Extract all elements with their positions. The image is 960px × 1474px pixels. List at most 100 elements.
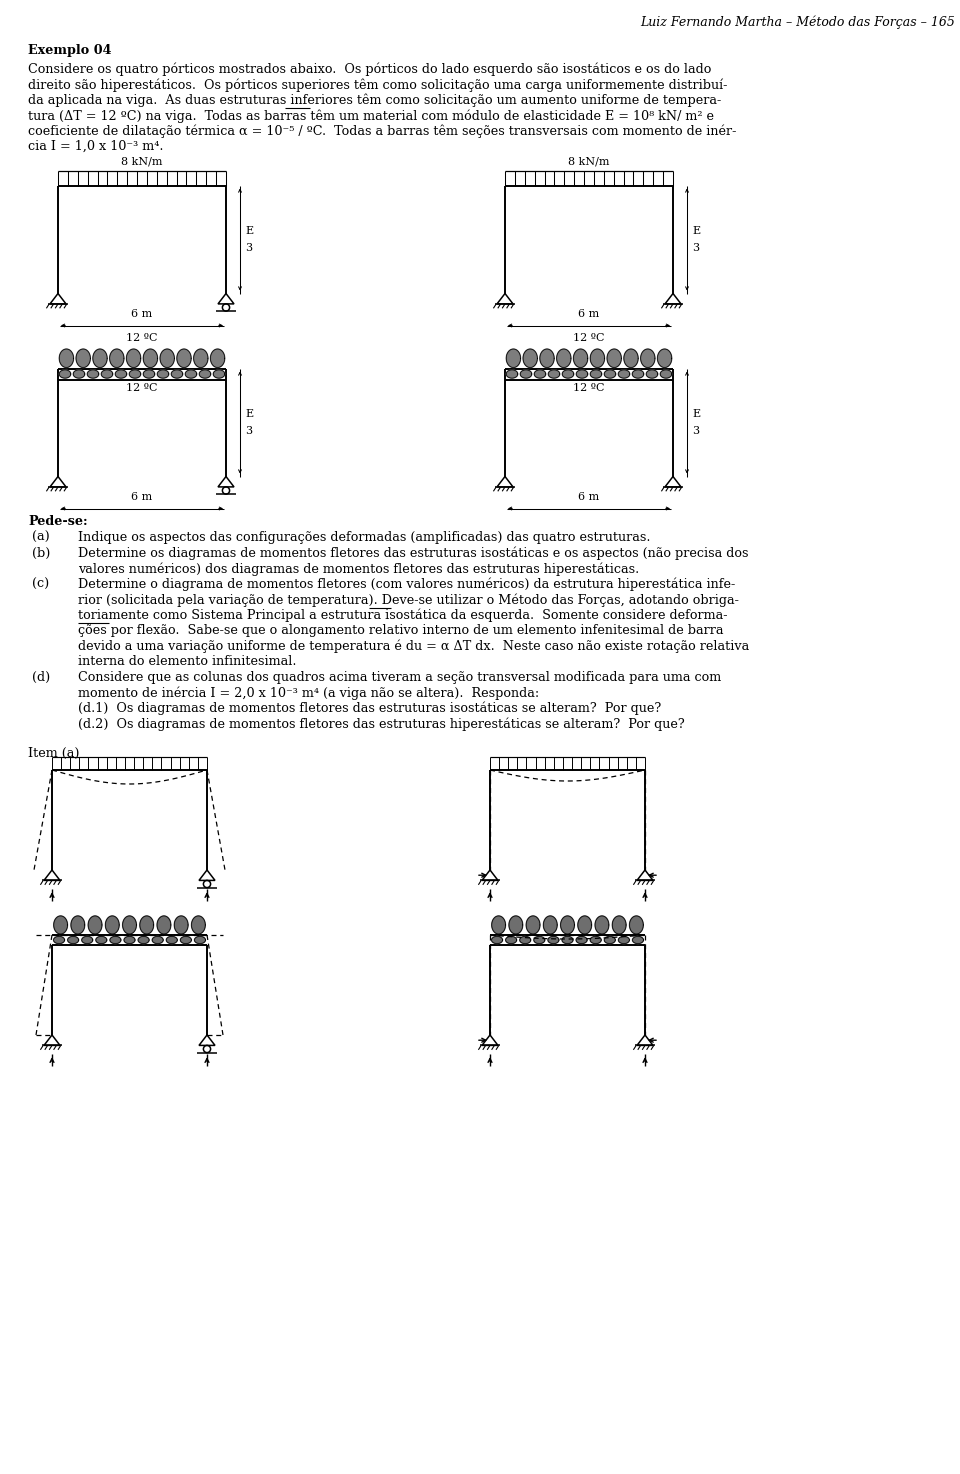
Text: 6 m: 6 m bbox=[578, 491, 600, 501]
Polygon shape bbox=[590, 349, 605, 367]
Polygon shape bbox=[54, 936, 64, 943]
Polygon shape bbox=[630, 915, 643, 935]
Polygon shape bbox=[561, 915, 574, 935]
Polygon shape bbox=[180, 936, 191, 943]
Polygon shape bbox=[115, 370, 127, 379]
Polygon shape bbox=[195, 936, 205, 943]
Polygon shape bbox=[110, 936, 121, 943]
Polygon shape bbox=[123, 915, 136, 935]
Polygon shape bbox=[523, 349, 538, 367]
Text: Determine o diagrama de momentos fletores (com valores numéricos) da estrutura h: Determine o diagrama de momentos fletore… bbox=[78, 578, 735, 591]
Polygon shape bbox=[492, 936, 502, 943]
Text: (c): (c) bbox=[32, 578, 49, 591]
Polygon shape bbox=[82, 936, 93, 943]
Polygon shape bbox=[520, 370, 532, 379]
Text: (d): (d) bbox=[32, 671, 50, 684]
Polygon shape bbox=[633, 936, 643, 943]
Polygon shape bbox=[590, 936, 601, 943]
Text: Item (a): Item (a) bbox=[28, 746, 80, 759]
Text: Determine os diagramas de momentos fletores das estruturas isostáticas e os aspe: Determine os diagramas de momentos fleto… bbox=[78, 547, 749, 560]
Polygon shape bbox=[618, 936, 630, 943]
Polygon shape bbox=[640, 349, 655, 367]
Polygon shape bbox=[143, 370, 155, 379]
Polygon shape bbox=[660, 370, 672, 379]
Polygon shape bbox=[646, 370, 658, 379]
Polygon shape bbox=[200, 370, 211, 379]
Text: 6 m: 6 m bbox=[132, 308, 153, 318]
Text: rior (solicitada pela variação de temperatura). Deve-se utilizar o Método das Fo: rior (solicitada pela variação de temper… bbox=[78, 593, 739, 606]
Text: 6 m: 6 m bbox=[578, 308, 600, 318]
Polygon shape bbox=[127, 349, 141, 367]
Polygon shape bbox=[96, 936, 107, 943]
Polygon shape bbox=[618, 370, 630, 379]
Text: cia I = 1,0 x 10⁻³ m⁴.: cia I = 1,0 x 10⁻³ m⁴. bbox=[28, 140, 163, 153]
Polygon shape bbox=[109, 349, 124, 367]
Polygon shape bbox=[557, 349, 571, 367]
Polygon shape bbox=[101, 370, 112, 379]
Text: Indique os aspectos das configurações deformadas (amplificadas) das quatro estru: Indique os aspectos das configurações de… bbox=[78, 531, 651, 544]
Polygon shape bbox=[71, 915, 84, 935]
Text: (a): (a) bbox=[32, 531, 50, 544]
Text: 8 kN/m: 8 kN/m bbox=[121, 156, 163, 167]
Text: E: E bbox=[245, 226, 253, 236]
Text: 12 ºC: 12 ºC bbox=[573, 333, 605, 343]
Text: 12 ºC: 12 ºC bbox=[127, 383, 157, 394]
Text: (d.2)  Os diagramas de momentos fletores das estruturas hiperestáticas se altera: (d.2) Os diagramas de momentos fletores … bbox=[78, 716, 684, 731]
Polygon shape bbox=[563, 370, 574, 379]
Polygon shape bbox=[54, 915, 67, 935]
Polygon shape bbox=[87, 370, 99, 379]
Polygon shape bbox=[177, 349, 191, 367]
Polygon shape bbox=[185, 370, 197, 379]
Polygon shape bbox=[175, 915, 188, 935]
Polygon shape bbox=[492, 915, 506, 935]
Polygon shape bbox=[595, 915, 609, 935]
Text: 3: 3 bbox=[692, 243, 699, 254]
Polygon shape bbox=[633, 370, 644, 379]
Text: Pede-se:: Pede-se: bbox=[28, 514, 87, 528]
Polygon shape bbox=[576, 370, 588, 379]
Text: E: E bbox=[692, 408, 700, 419]
Text: interna do elemento infinitesimal.: interna do elemento infinitesimal. bbox=[78, 654, 297, 668]
Text: 3: 3 bbox=[692, 426, 699, 436]
Polygon shape bbox=[60, 370, 71, 379]
Polygon shape bbox=[140, 915, 154, 935]
Text: E: E bbox=[692, 226, 700, 236]
Polygon shape bbox=[612, 915, 626, 935]
Polygon shape bbox=[171, 370, 182, 379]
Polygon shape bbox=[658, 349, 672, 367]
Polygon shape bbox=[157, 370, 169, 379]
Text: toriamente como Sistema Principal a estrutura isostática da esquerda.  Somente c: toriamente como Sistema Principal a estr… bbox=[78, 609, 728, 622]
Text: 12 ºC: 12 ºC bbox=[573, 383, 605, 394]
Text: tura (ΔT = 12 ºC) na viga.  Todas as barras têm um material com módulo de elasti: tura (ΔT = 12 ºC) na viga. Todas as barr… bbox=[28, 109, 714, 122]
Polygon shape bbox=[543, 915, 557, 935]
Polygon shape bbox=[509, 915, 523, 935]
Polygon shape bbox=[157, 915, 171, 935]
Polygon shape bbox=[506, 936, 516, 943]
Text: 8 kN/m: 8 kN/m bbox=[568, 156, 610, 167]
Text: da aplicada na viga.  As duas estruturas inferiores têm como solicitação um aume: da aplicada na viga. As duas estruturas … bbox=[28, 93, 721, 108]
Polygon shape bbox=[160, 349, 175, 367]
Polygon shape bbox=[540, 349, 554, 367]
Polygon shape bbox=[67, 936, 79, 943]
Polygon shape bbox=[562, 936, 573, 943]
Polygon shape bbox=[153, 936, 163, 943]
Polygon shape bbox=[548, 370, 560, 379]
Polygon shape bbox=[548, 936, 559, 943]
Polygon shape bbox=[535, 370, 545, 379]
Polygon shape bbox=[88, 915, 102, 935]
Polygon shape bbox=[573, 349, 588, 367]
Polygon shape bbox=[576, 936, 588, 943]
Polygon shape bbox=[191, 915, 205, 935]
Text: E: E bbox=[245, 408, 253, 419]
Text: (d.1)  Os diagramas de momentos fletores das estruturas isostáticas se alteram? : (d.1) Os diagramas de momentos fletores … bbox=[78, 702, 661, 715]
Polygon shape bbox=[604, 936, 615, 943]
Text: Luiz Fernando Martha – Método das Forças – 165: Luiz Fernando Martha – Método das Forças… bbox=[640, 15, 955, 28]
Polygon shape bbox=[526, 915, 540, 935]
Polygon shape bbox=[138, 936, 149, 943]
Text: direito são hiperestáticos.  Os pórticos superiores têm como solicitação uma car: direito são hiperestáticos. Os pórticos … bbox=[28, 78, 728, 91]
Text: 6 m: 6 m bbox=[132, 491, 153, 501]
Text: 12 ºC: 12 ºC bbox=[127, 333, 157, 343]
Polygon shape bbox=[194, 349, 208, 367]
Polygon shape bbox=[93, 349, 108, 367]
Text: devido a uma variação uniforme de temperatura é du = α ΔT dx.  Neste caso não ex: devido a uma variação uniforme de temper… bbox=[78, 640, 749, 653]
